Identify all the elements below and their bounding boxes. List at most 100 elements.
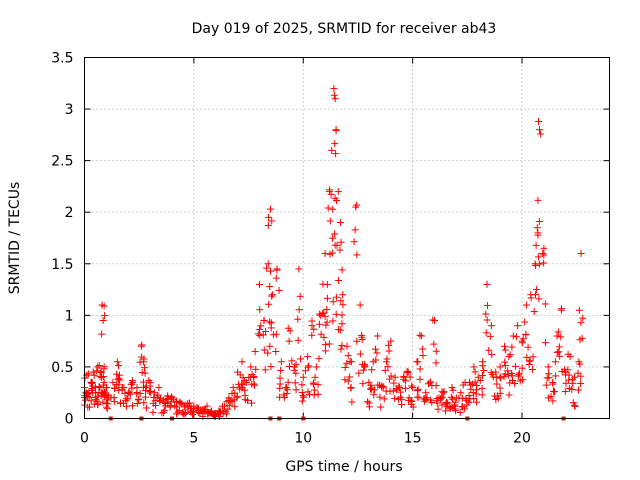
data-point [374,332,382,340]
data-point [496,363,504,371]
data-point [524,343,532,351]
data-point [398,395,406,403]
data-point [439,389,447,397]
data-point [549,397,557,405]
data-point [312,363,320,371]
data-point [421,395,429,403]
data-point [140,355,148,363]
data-point [456,408,464,416]
data-point [149,399,157,407]
data-point [336,246,344,254]
y-tick-label: 2.5 [51,154,73,170]
data-point [534,196,542,204]
data-point [505,353,513,361]
data-point [305,362,313,370]
data-point [387,372,395,380]
data-point [135,395,143,403]
data-point [377,382,385,390]
data-point [173,403,181,411]
data-point [522,301,530,309]
data-point [459,381,467,389]
data-point [325,340,333,348]
data-point [540,244,548,252]
data-point [315,355,323,363]
data-point [321,347,329,355]
data-point [341,376,349,384]
data-point [554,328,562,336]
data-point [114,362,122,370]
data-point [84,370,92,378]
data-point [331,95,339,103]
data-point [124,395,132,403]
data-point [284,378,292,386]
x-tick-label: 15 [404,431,422,447]
data-point [504,371,512,379]
data-point [541,300,549,308]
data-point [485,346,493,354]
data-points [81,84,587,421]
data-point [508,343,516,351]
data-point [136,389,144,397]
data-point [155,384,163,392]
data-point [518,339,526,347]
data-point [103,384,111,392]
data-point [247,399,255,407]
data-point [264,260,272,268]
data-point [265,213,273,221]
data-point [430,340,438,348]
data-point [544,363,552,371]
data-point [469,380,477,388]
data-point [539,250,547,258]
data-point [359,380,367,388]
data-point [434,405,442,413]
data-point [555,348,563,356]
data-point [322,321,330,329]
data-point [298,397,306,405]
data-point [260,316,268,324]
data-point [140,399,148,407]
data-point [272,330,280,338]
data-point [315,320,323,328]
data-point [226,401,234,409]
data-point [540,259,548,267]
data-point [515,371,523,379]
data-point [175,407,183,415]
data-point [337,345,345,353]
data-point [356,301,364,309]
data-point [382,358,390,366]
data-point [129,402,137,410]
data-point [266,342,274,350]
data-point [432,381,440,389]
data-point [428,398,436,406]
y-tick-label: 0.5 [51,360,73,376]
data-point [542,381,550,389]
data-point [304,363,312,371]
data-point [416,375,424,383]
data-point [535,118,543,126]
data-point [231,403,239,411]
data-point [358,333,366,341]
data-point [332,310,340,318]
data-point [114,375,122,383]
data-point [332,150,340,158]
data-point [103,405,111,413]
data-point [465,391,473,399]
data-point [525,361,533,369]
data-point [431,317,438,325]
data-point [241,396,249,404]
data-point [534,253,542,261]
data-point [228,397,236,405]
data-point [210,411,218,419]
data-point [353,201,361,209]
data-point [437,394,445,402]
data-point [569,379,577,387]
data-point [509,332,517,340]
data-point [535,218,543,226]
data-point [473,398,481,406]
data-point [471,368,479,376]
data-point [432,359,440,367]
data-point [275,286,283,294]
data-point [335,277,343,285]
data-point [314,381,322,389]
data-point [254,330,262,338]
